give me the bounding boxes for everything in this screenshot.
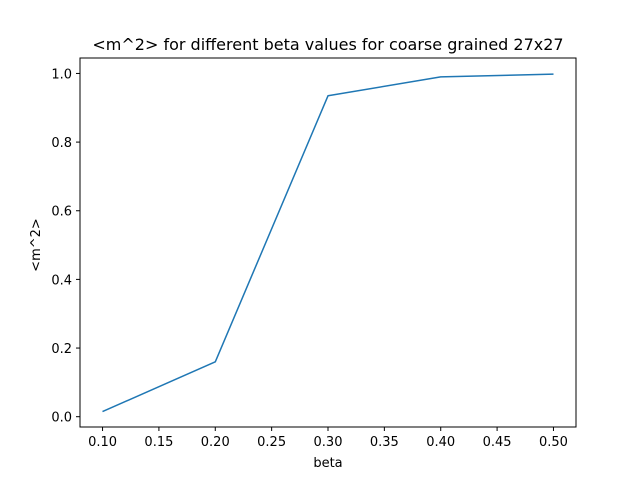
y-tick-label: 0.4 [51, 273, 72, 288]
series-line [102, 73, 554, 413]
x-tick-label: 0.35 [370, 435, 399, 450]
x-tick-label: 0.10 [88, 435, 117, 450]
x-tick-label: 0.40 [426, 435, 455, 450]
x-axis-label: beta [313, 456, 342, 471]
x-tick-label: 0.45 [483, 435, 512, 450]
x-tick-label: 0.25 [257, 435, 286, 450]
plot-area [102, 73, 554, 413]
x-axis: 0.10 0.15 0.20 0.25 0.30 0.35 0.40 0.45 0.50 [88, 427, 568, 450]
y-tick-label: 0.8 [51, 136, 72, 151]
x-tick-label: 0.20 [201, 435, 230, 450]
x-tick-label: 0.30 [314, 435, 343, 450]
x-tick-label: 0.15 [144, 435, 173, 450]
x-tick-label: 0.50 [539, 435, 568, 450]
y-axis-label: <m^2> [29, 218, 44, 272]
y-axis: 0.0 0.2 0.4 0.6 0.8 1.0 [51, 67, 80, 426]
y-tick-label: 0.2 [51, 342, 72, 357]
y-tick-label: 0.6 [51, 205, 72, 220]
y-tick-label: 1.0 [51, 67, 72, 82]
y-tick-label: 0.0 [51, 411, 72, 426]
chart-title: <m^2> for different beta values for coar… [92, 35, 563, 54]
plot-frame [79, 57, 577, 428]
